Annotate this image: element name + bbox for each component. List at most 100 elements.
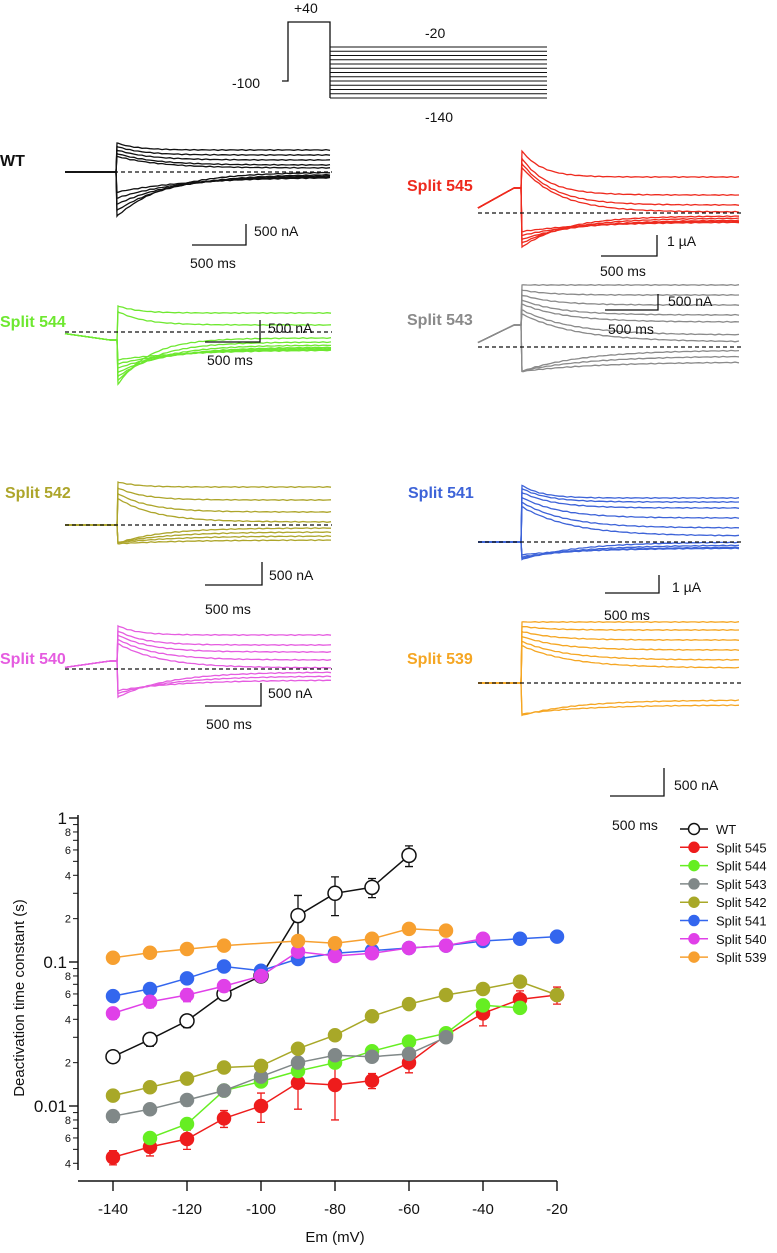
data-point — [549, 929, 565, 944]
current-trace — [478, 541, 740, 556]
data-point — [401, 1046, 417, 1062]
legend-marker — [688, 841, 700, 854]
data-point — [327, 1077, 343, 1093]
current-trace — [478, 487, 740, 543]
legend-label: Split 540 — [716, 932, 767, 947]
y-tick-label: 0.01 — [34, 1097, 67, 1116]
data-point — [438, 1030, 454, 1045]
y-minor-label: 2 — [65, 914, 71, 926]
current-trace — [65, 524, 332, 544]
current-trace — [65, 481, 332, 526]
series-split-544: Split 544 — [142, 859, 767, 1146]
current-trace — [477, 149, 740, 209]
data-point — [327, 948, 343, 964]
current-trace — [478, 496, 740, 543]
current-trace — [65, 148, 331, 173]
data-point — [290, 933, 306, 949]
amplitude-scale-label: 1 µA — [672, 579, 702, 595]
scale-bar — [192, 224, 247, 246]
y-axis-label: Deactivation time constant (s) — [11, 899, 28, 1097]
current-trace — [477, 156, 740, 209]
series-split-539: Split 539 — [105, 921, 767, 965]
trace-panel-s542: Split 542 500 nA 500 ms — [5, 481, 332, 617]
protocol-label-top: +40 — [294, 0, 318, 16]
amplitude-scale-label: 1 µA — [667, 233, 697, 249]
data-point — [512, 1000, 528, 1016]
current-trace — [477, 303, 740, 344]
x-tick-label: -140 — [98, 1201, 128, 1218]
scale-bar — [205, 320, 261, 343]
x-tick-label: -20 — [546, 1201, 568, 1218]
time-scale-label: 500 ms — [207, 352, 253, 368]
y-minor-label: 6 — [65, 845, 71, 857]
panel-label: Split 542 — [5, 485, 71, 502]
current-trace — [477, 313, 740, 344]
current-trace — [64, 332, 332, 386]
series-wt: WT — [105, 822, 736, 1065]
current-trace — [478, 640, 740, 684]
data-point — [290, 1041, 306, 1056]
scale-bar — [205, 562, 263, 586]
trace-panel-s544: Split 544 500 nA 500 ms — [0, 304, 332, 386]
trace-panel-s540: Split 540 500 nA 500 ms — [0, 624, 332, 732]
legend-marker — [688, 878, 700, 890]
current-trace — [477, 283, 740, 344]
data-point — [290, 1055, 306, 1070]
x-axis-label: Em (mV) — [305, 1229, 364, 1246]
trace-panel-s539: Split 539 500 nA 500 ms — [407, 620, 742, 833]
series-split-541: Split 541 — [105, 914, 767, 1004]
amplitude-scale-label: 500 nA — [668, 293, 713, 309]
current-trace — [64, 332, 332, 379]
current-trace — [478, 682, 740, 717]
y-minor-label: 6 — [65, 989, 71, 1001]
trace-panel-s541: Split 541 1 µA 500 ms — [408, 484, 742, 623]
panel-label: WT — [0, 153, 25, 170]
current-trace — [477, 293, 740, 344]
current-trace — [65, 152, 331, 173]
current-trace — [64, 332, 332, 382]
x-tick-label: -100 — [246, 1201, 276, 1218]
current-trace — [477, 289, 740, 344]
data-point — [216, 1060, 232, 1075]
data-point — [401, 940, 417, 956]
data-point — [179, 1131, 195, 1147]
data-point — [475, 981, 491, 997]
data-point — [401, 1034, 417, 1049]
protocol-label-hold: -100 — [232, 75, 260, 91]
y-minor-label: 8 — [65, 1115, 71, 1127]
current-trace — [477, 187, 740, 233]
data-point — [364, 931, 380, 947]
current-trace — [64, 624, 332, 669]
current-trace — [478, 630, 740, 684]
data-point — [179, 1092, 195, 1108]
legend-label: Split 544 — [716, 859, 767, 874]
data-point — [253, 1098, 269, 1114]
x-tick-label: -40 — [472, 1201, 494, 1218]
current-trace — [478, 682, 740, 715]
time-scale-label: 500 ms — [190, 255, 236, 271]
time-scale-label: 500 ms — [612, 817, 658, 833]
legend-marker — [688, 933, 700, 945]
legend-marker — [688, 859, 700, 872]
time-scale-label: 500 ms — [206, 716, 252, 732]
amplitude-scale-label: 500 nA — [269, 567, 314, 583]
data-point — [216, 1111, 232, 1126]
data-point — [179, 987, 195, 1003]
current-trace — [64, 332, 332, 361]
panel-label: Split 543 — [407, 312, 473, 329]
data-point — [216, 959, 232, 974]
data-point — [327, 1048, 343, 1063]
data-point — [364, 1049, 380, 1064]
current-trace — [65, 492, 332, 526]
amplitude-scale-label: 500 nA — [254, 223, 299, 239]
time-scale-label: 500 ms — [205, 601, 251, 617]
panel-label: Split 545 — [407, 178, 473, 195]
current-trace — [65, 155, 331, 173]
series-line — [112, 1036, 447, 1117]
y-minor-label: 8 — [65, 827, 71, 839]
data-point — [142, 1101, 158, 1117]
scale-bar — [605, 575, 660, 594]
current-trace — [65, 142, 331, 173]
current-trace — [65, 171, 331, 218]
data-point — [179, 941, 195, 957]
